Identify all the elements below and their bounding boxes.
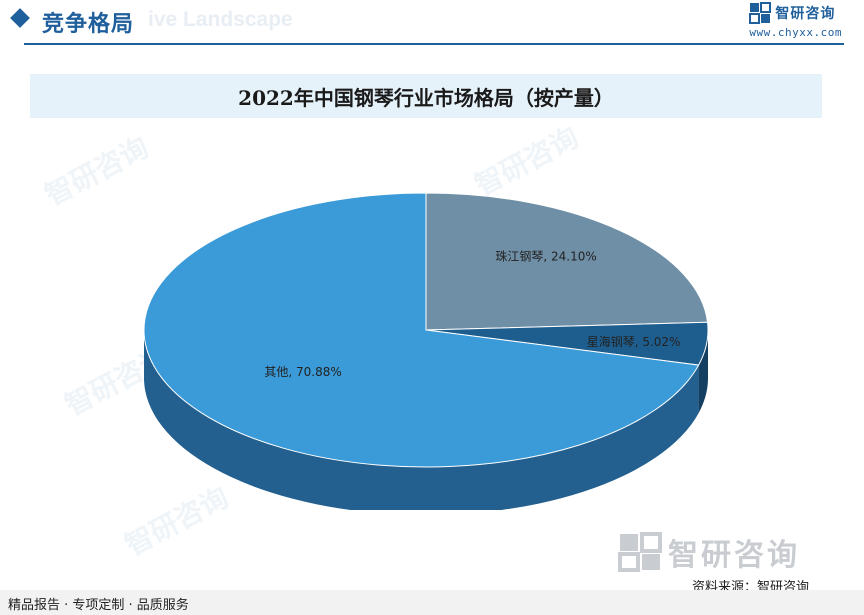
section-title: 竞争格局: [42, 12, 135, 37]
section-watermark: ive Landscape: [148, 8, 293, 31]
brand-url: www.chyxx.com: [749, 26, 842, 39]
pie-slice-label: 其他, 70.88%: [264, 365, 341, 379]
pie-slice[interactable]: [143, 192, 700, 468]
header-divider: [24, 43, 844, 45]
brand-name: 智研咨询: [775, 6, 836, 22]
brand-logo-icon: [749, 2, 772, 24]
bottom-brand-logo: 智研咨询: [618, 530, 800, 574]
pie-slice-side: [144, 330, 699, 510]
section-header: ive Landscape 竞争格局 智研咨询 www.chyxx.com: [0, 0, 864, 46]
bottom-brand-name: 智研咨询: [668, 538, 800, 573]
footer-band: [0, 590, 864, 615]
pie-slice[interactable]: [425, 192, 709, 331]
pie-chart: 珠江钢琴, 24.10% 星海钢琴, 5.02% 其他, 70.88%: [143, 192, 709, 510]
chart-title-bar: 2022年中国钢琴行业市场格局（按产量）: [30, 74, 822, 118]
pie-sides: [144, 330, 708, 510]
pie-slice-label: 星海钢琴, 5.02%: [587, 334, 681, 349]
diamond-icon: [10, 8, 30, 28]
brand-block[interactable]: 智研咨询 www.chyxx.com: [749, 2, 842, 39]
pie-slice-label: 珠江钢琴, 24.10%: [495, 249, 596, 263]
brand-mark-icon: [618, 532, 662, 572]
chart-title: 2022年中国钢琴行业市场格局（按产量）: [238, 85, 614, 110]
footer-tagline: 精品报告 · 专项定制 · 品质服务: [8, 598, 189, 613]
pie-tops: [143, 192, 709, 468]
pie-slice-side: [698, 330, 708, 414]
